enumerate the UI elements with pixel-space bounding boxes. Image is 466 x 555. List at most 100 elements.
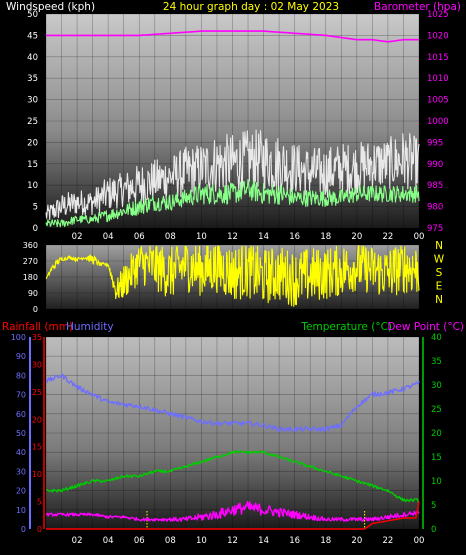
y-tick-label-barometer: 1005: [427, 96, 449, 106]
x-tick-label: 20: [351, 536, 362, 546]
series-average-wind: [45, 178, 420, 228]
y-tick-label-windspeed: 15: [27, 160, 38, 170]
y-tick-label-direction: 270: [23, 257, 38, 266]
x-tick-label: 04: [103, 232, 114, 242]
y-tick-label-temperature: 30: [431, 381, 442, 391]
y-tick-label-rainfall: 20: [32, 415, 42, 424]
x-tick-label: 18: [320, 232, 331, 242]
y-tick-label-windspeed: 50: [27, 10, 38, 20]
x-tick-label: 18: [320, 536, 331, 546]
humidity-axis-label: Humidity: [66, 321, 114, 333]
wind-direction-series: [45, 245, 420, 307]
series-barometer: [46, 30, 419, 43]
y-tick-label-barometer: 990: [427, 160, 443, 170]
series-temperature: [45, 450, 420, 503]
y-tick-label-windspeed: 35: [27, 74, 38, 84]
y-tick-label-windspeed: 25: [27, 117, 38, 127]
x-tick-label: 10: [196, 232, 207, 242]
y-tick-label-humidity: 90: [16, 352, 26, 361]
x-tick-label: 08: [165, 232, 176, 242]
x-tick-label: 22: [383, 536, 394, 546]
compass-letter: E: [436, 281, 443, 293]
y-tick-label-humidity: 20: [16, 487, 26, 496]
x-tick-label: 14: [258, 536, 269, 546]
y-tick-label-temperature: 10: [431, 477, 442, 487]
y-tick-label-humidity: 40: [16, 448, 26, 457]
x-tick-label: 06: [134, 536, 145, 546]
wind-direction-axes: 0 90 180 270 360: [23, 241, 38, 314]
wind-baro-axes: 0510152025303540455097598098599099510001…: [27, 10, 448, 242]
y-tick-label-temperature: 35: [431, 357, 442, 367]
y-tick-label-humidity: 10: [16, 506, 26, 515]
dew-point-axis-label: Dew Point (°C): [387, 321, 464, 333]
windspeed-axis-label: Windspeed (kph): [6, 1, 95, 13]
y-tick-label-barometer: 1010: [427, 74, 449, 84]
wind-baro-plot-area: [46, 14, 419, 228]
y-tick-label-windspeed: 45: [27, 31, 38, 41]
x-tick-label: 16: [289, 232, 300, 242]
y-tick-label-rainfall: 35: [32, 333, 42, 342]
wind-baro-series: [45, 30, 420, 228]
y-tick-label-windspeed: 40: [27, 53, 38, 63]
y-tick-label-direction: 360: [23, 241, 38, 250]
x-tick-label: 02: [72, 536, 83, 546]
x-tick-label: 22: [383, 232, 394, 242]
series-rainfall: [46, 501, 420, 530]
compass-letter: N: [435, 240, 443, 252]
y-tick-label-barometer: 1020: [427, 31, 449, 41]
x-tick-label: 02: [72, 232, 83, 242]
y-tick-label-temperature: 40: [431, 333, 442, 343]
y-tick-label-windspeed: 10: [27, 181, 38, 191]
y-tick-label-rainfall: 25: [32, 388, 42, 397]
y-tick-label-humidity: 0: [21, 525, 26, 534]
wind-baro-panel: 0510152025303540455097598098599099510001…: [27, 10, 448, 242]
series-gust: [45, 129, 420, 220]
x-tick-label: 08: [165, 536, 176, 546]
y-tick-label-humidity: 50: [16, 429, 26, 438]
y-tick-label-windspeed: 0: [33, 224, 38, 234]
y-tick-label-rainfall: 30: [32, 360, 42, 369]
y-tick-label-direction: 90: [28, 289, 38, 298]
y-tick-label-barometer: 1015: [427, 53, 449, 63]
x-tick-label: 10: [196, 536, 207, 546]
y-tick-label-temperature: 20: [431, 429, 442, 439]
x-tick-label: 16: [289, 536, 300, 546]
rain-hum-temp-plot-area: [46, 337, 419, 529]
y-tick-label-windspeed: 20: [27, 138, 38, 148]
rain-hum-temp-series: [45, 373, 420, 530]
y-tick-label-barometer: 1025: [427, 10, 449, 20]
rain-hum-temp-grid: [45, 336, 420, 530]
y-tick-label-rainfall: 5: [37, 498, 42, 507]
y-tick-label-direction: 0: [33, 305, 38, 314]
series-wind-direction: [45, 245, 420, 307]
y-tick-label-direction: 180: [23, 273, 38, 282]
x-tick-label: 12: [227, 536, 238, 546]
y-tick-label-barometer: 1000: [427, 117, 449, 127]
y-tick-label-rainfall: 10: [32, 470, 42, 479]
y-tick-label-windspeed: 5: [33, 203, 38, 213]
y-tick-label-temperature: 25: [431, 405, 442, 415]
rain-hum-temp-axes: 0102030405060708090100051015202530350510…: [11, 333, 442, 546]
y-tick-label-barometer: 975: [427, 224, 443, 234]
y-tick-label-rainfall: 15: [32, 443, 42, 452]
y-tick-label-barometer: 985: [427, 181, 443, 191]
x-tick-label: 06: [134, 232, 145, 242]
y-tick-label-barometer: 980: [427, 203, 443, 213]
rain-hum-temp-panel: 0102030405060708090100051015202530350510…: [11, 333, 442, 546]
y-tick-label-humidity: 30: [16, 467, 26, 476]
series-humidity: [45, 373, 420, 432]
y-tick-label-windspeed: 30: [27, 96, 38, 106]
compass-letter: W: [434, 254, 445, 266]
rainfall-axis-label: Rainfall (mm): [2, 321, 73, 333]
y-tick-label-temperature: 15: [431, 453, 442, 463]
temperature-axis-label: Temperature (°C): [300, 321, 392, 333]
compass-letter: N: [435, 294, 443, 306]
y-tick-label-humidity: 80: [16, 371, 26, 380]
y-tick-label-barometer: 995: [427, 138, 443, 148]
x-tick-label: 00: [414, 536, 425, 546]
y-tick-label-temperature: 0: [431, 525, 436, 535]
x-tick-label: 12: [227, 232, 238, 242]
y-tick-label-temperature: 5: [431, 501, 436, 511]
